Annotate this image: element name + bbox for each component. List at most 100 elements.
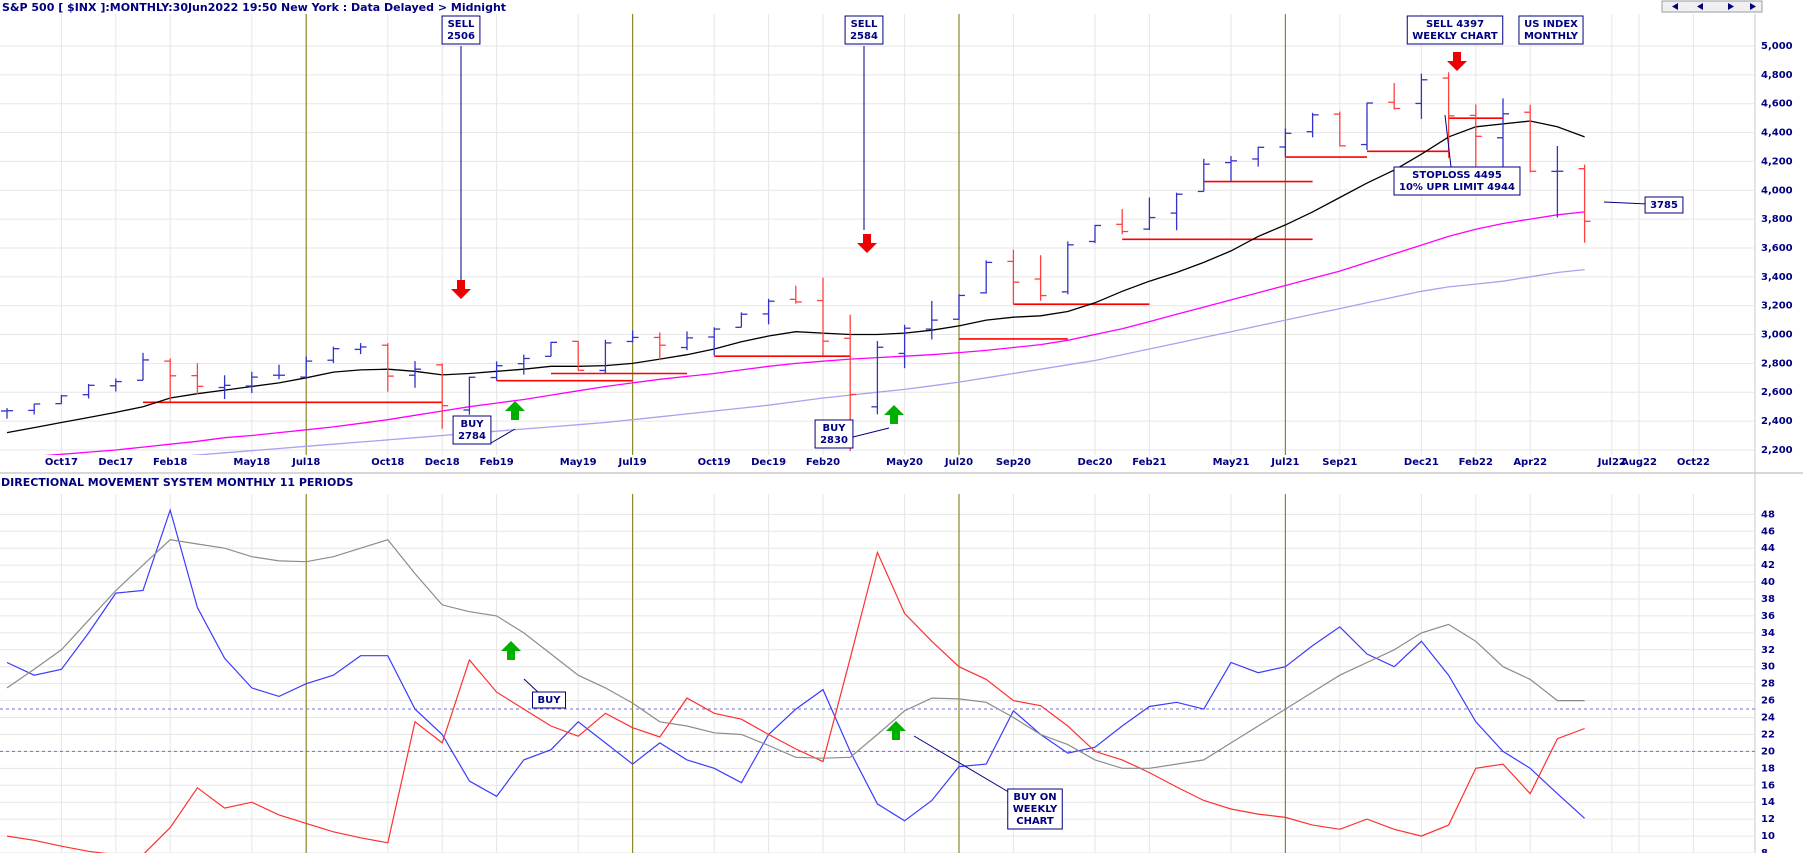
annotation-text: BUY <box>538 695 562 706</box>
indicator-title: DIRECTIONAL MOVEMENT SYSTEM MONTHLY 11 P… <box>1 476 353 489</box>
x-tick-label: Jul20 <box>944 457 973 468</box>
x-tick-label: Jul21 <box>1270 457 1299 468</box>
annotation-text: US INDEX <box>1524 19 1578 30</box>
annotation-text: 2584 <box>850 31 878 42</box>
buy-arrow <box>884 405 904 424</box>
y-tick-label: 16 <box>1761 780 1775 791</box>
y-tick-label: 14 <box>1761 797 1775 808</box>
y-tick-label: 44 <box>1761 543 1775 554</box>
stop-level <box>551 117 1503 375</box>
leader-line <box>913 735 1013 795</box>
leader-line <box>1444 114 1452 168</box>
annotation-text: BUY <box>823 423 847 434</box>
chart-title: S&P 500 [ $INX ]:MONTHLY:30Jun2022 19:50… <box>2 1 506 14</box>
x-tick-label: Feb21 <box>1132 457 1166 468</box>
y-tick-label: 34 <box>1761 628 1775 639</box>
nav-next[interactable] <box>1728 3 1734 10</box>
annotation-box <box>532 691 566 709</box>
annotation-box <box>814 419 854 449</box>
x-tick-label: Oct17 <box>45 457 78 468</box>
y-tick-label: 3,000 <box>1761 330 1793 341</box>
y-tick-label: 4,600 <box>1761 99 1793 110</box>
indicator-line <box>6 550 1585 853</box>
x-tick-label: Apr22 <box>1513 457 1547 468</box>
annotation-box <box>1406 15 1504 45</box>
buy-arrow <box>505 401 525 420</box>
x-tick-label: Feb18 <box>153 457 187 468</box>
y-tick-label: 2,800 <box>1761 358 1793 369</box>
x-tick-label: May21 <box>1213 457 1250 468</box>
annotation-box <box>844 15 884 45</box>
sell-arrow <box>857 234 877 253</box>
annotation-text: MONTHLY <box>1524 31 1579 42</box>
y-tick-label: 2,200 <box>1761 445 1793 456</box>
leader-line <box>490 428 516 444</box>
moving-average <box>189 268 1585 455</box>
annotation-text: 2506 <box>447 31 475 42</box>
annotation-box <box>1644 196 1684 214</box>
y-tick-label: 36 <box>1761 611 1775 622</box>
y-tick-label: 4,200 <box>1761 156 1793 167</box>
y-tick-label: 10 <box>1761 831 1775 842</box>
moving-average <box>6 120 1585 434</box>
price-panel <box>0 14 1755 455</box>
nav-prev[interactable] <box>1697 3 1703 10</box>
x-tick-label: Oct22 <box>1677 457 1710 468</box>
y-tick-label: 32 <box>1761 645 1775 656</box>
y-tick-label: 8 <box>1761 848 1768 853</box>
y-tick-label: 4,000 <box>1761 185 1793 196</box>
annotation-text: SELL <box>851 19 878 30</box>
annotation-text: WEEKLY CHART <box>1412 31 1498 42</box>
y-tick-label: 18 <box>1761 763 1775 774</box>
x-tick-label: Oct18 <box>371 457 404 468</box>
x-tick-label: Dec21 <box>1404 457 1439 468</box>
annotation-text: CHART <box>1016 816 1054 827</box>
x-tick-label: Jul18 <box>291 457 320 468</box>
y-tick-label: 30 <box>1761 662 1775 673</box>
x-tick-label: Feb20 <box>806 457 840 468</box>
annotation-text: 2830 <box>820 435 848 446</box>
y-tick-label: 3,800 <box>1761 214 1793 225</box>
nav-bar[interactable] <box>1661 0 1763 13</box>
annotation-box <box>1518 15 1584 45</box>
indicator-line <box>6 539 1585 769</box>
annotation-box <box>1393 166 1521 196</box>
annotation-text: 3785 <box>1650 200 1678 211</box>
leader-line <box>852 427 890 438</box>
y-tick-label: 2,600 <box>1761 387 1793 398</box>
x-tick-label: Jul19 <box>618 457 647 468</box>
x-tick-label: Dec18 <box>425 457 460 468</box>
nav-first[interactable] <box>1672 3 1678 10</box>
stop-level <box>143 150 1449 404</box>
x-tick-label: Sep21 <box>1322 457 1357 468</box>
buy-arrow <box>886 721 906 740</box>
annotation-text: 2784 <box>458 431 486 442</box>
annotation-box <box>1007 788 1063 830</box>
annotation-box <box>452 415 492 445</box>
annotation-text: BUY ON <box>1013 792 1056 803</box>
x-tick-label: May19 <box>560 457 597 468</box>
y-tick-label: 2,400 <box>1761 416 1793 427</box>
y-tick-label: 46 <box>1761 526 1775 537</box>
y-tick-label: 3,200 <box>1761 301 1793 312</box>
indicator-line <box>6 508 1586 822</box>
x-tick-label: May18 <box>233 457 270 468</box>
annotation-text: WEEKLY <box>1013 804 1058 815</box>
y-tick-label: 26 <box>1761 696 1775 707</box>
annotation-box <box>441 15 481 45</box>
annotation-text: 10% UPR LIMIT 4944 <box>1399 182 1515 193</box>
y-tick-label: 4,800 <box>1761 70 1793 81</box>
y-tick-label: 38 <box>1761 594 1775 605</box>
y-tick-label: 12 <box>1761 814 1775 825</box>
y-tick-label: 22 <box>1761 729 1775 740</box>
nav-last[interactable] <box>1750 3 1756 10</box>
annotation-text: SELL <box>448 19 475 30</box>
y-tick-label: 20 <box>1761 746 1775 757</box>
x-tick-label: May20 <box>886 457 923 468</box>
y-tick-label: 4,400 <box>1761 128 1793 139</box>
y-tick-label: 28 <box>1761 679 1775 690</box>
x-tick-label: Jul22 <box>1597 457 1626 468</box>
annotation-text: STOPLOSS 4495 <box>1412 170 1502 181</box>
nav-buttons[interactable] <box>1661 0 1763 13</box>
